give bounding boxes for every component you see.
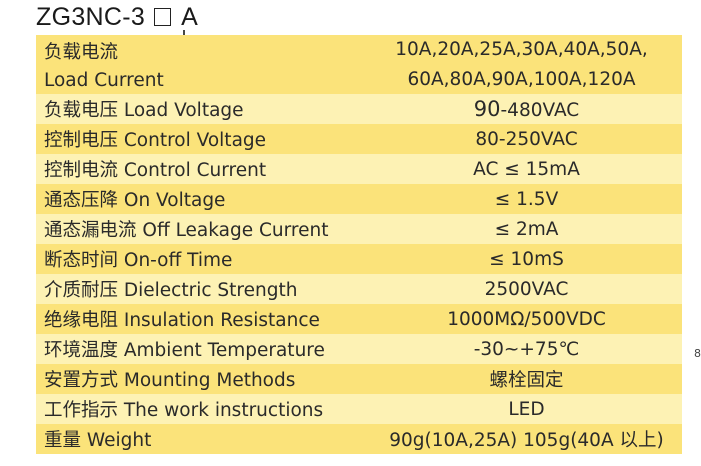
spec-row-off-leakage-current: 通态漏电流 Off Leakage Current ≤ 2mA <box>36 214 682 244</box>
spec-row-control-voltage: 控制电压 Control Voltage 80-250VAC <box>36 124 682 154</box>
spec-row-dielectric-strength: 介质耐压 Dielectric Strength 2500VAC <box>36 274 682 304</box>
spec-row-on-voltage: 通态压降 On Voltage ≤ 1.5V <box>36 184 682 214</box>
spec-row-control-current: 控制电流 Control Current AC ≤ 15mA <box>36 154 682 184</box>
spec-value: 1000MΩ/500VDC <box>447 308 606 330</box>
spec-label: 工作指示 The work instructions <box>44 400 324 421</box>
spec-value: 90g(10A,25A) 105g(40A 以上) <box>389 430 664 451</box>
model-number: ZG3NC-3 A <box>36 2 198 32</box>
spec-row-load-voltage: 负载电压 Load Voltage 90-480VAC <box>36 94 682 124</box>
spec-row-insulation-resistance: 绝缘电阻 Insulation Resistance 1000MΩ/500VDC <box>36 304 682 334</box>
spec-value: ≤ 1.5V <box>494 188 559 210</box>
spec-label: 环境温度 Ambient Temperature <box>44 340 325 361</box>
spec-value: -30~+75℃ <box>473 338 580 360</box>
spec-value-max: -480VAC <box>500 100 580 121</box>
spec-label: 介质耐压 Dielectric Strength <box>44 280 298 301</box>
spec-value: LED <box>508 398 545 420</box>
spec-row-load-current: 负载电流 Load Current 10A,20A,25A,30A,40A,50… <box>36 35 682 94</box>
spec-value-line: 60A,80A,90A,100A,120A <box>407 68 636 90</box>
spec-row-ambient-temperature: 环境温度 Ambient Temperature -30~+75℃ <box>36 334 682 364</box>
spec-row-weight: 重量 Weight 90g(10A,25A) 105g(40A 以上) <box>36 424 682 454</box>
spec-label: 控制电压 Control Voltage <box>44 130 267 151</box>
spec-value-min: 90 <box>473 97 501 121</box>
spec-label: 负载电压 Load Voltage <box>44 100 244 121</box>
spec-label: 通态压降 On Voltage <box>44 190 226 211</box>
spec-value: ≤ 10mS <box>489 248 564 270</box>
spec-value: ≤ 2mA <box>494 218 559 240</box>
edge-mark: 8 <box>694 347 701 360</box>
spec-value: AC ≤ 15mA <box>473 158 580 180</box>
spec-label: 负载电流 Load Current <box>36 35 371 94</box>
spec-row-work-instructions: 工作指示 The work instructions LED <box>36 394 682 424</box>
spec-label: 控制电流 Control Current <box>44 160 267 181</box>
model-code-box <box>154 8 172 26</box>
spec-label-en: Load Current <box>44 70 164 91</box>
spec-label: 安置方式 Mounting Methods <box>44 370 296 391</box>
spec-label: 绝缘电阻 Insulation Resistance <box>44 310 320 331</box>
spec-value: 2500VAC <box>484 278 569 300</box>
spec-label: 重量 Weight <box>44 430 152 451</box>
spec-label-cn: 负载电流 <box>44 42 119 63</box>
spec-row-mounting-methods: 安置方式 Mounting Methods 螺栓固定 <box>36 364 682 394</box>
spec-label: 断态时间 On-off Time <box>44 250 233 271</box>
model-prefix: ZG3NC-3 <box>36 2 146 31</box>
spec-value: 90-480VAC <box>371 97 682 121</box>
spec-row-on-off-time: 断态时间 On-off Time ≤ 10mS <box>36 244 682 274</box>
spec-value: 10A,20A,25A,30A,40A,50A, 60A,80A,90A,100… <box>371 35 682 94</box>
spec-value-line: 10A,20A,25A,30A,40A,50A, <box>395 39 648 61</box>
spec-label: 通态漏电流 Off Leakage Current <box>44 220 329 241</box>
spec-table: 负载电流 Load Current 10A,20A,25A,30A,40A,50… <box>36 35 682 454</box>
spec-value: 螺栓固定 <box>489 370 564 391</box>
spec-value: 80-250VAC <box>475 128 578 150</box>
model-suffix: A <box>181 2 199 31</box>
